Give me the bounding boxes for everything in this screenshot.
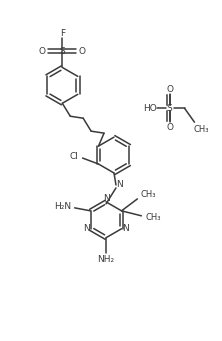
Text: Cl: Cl [69,151,78,161]
Text: S: S [59,47,65,56]
Text: N: N [122,224,129,233]
Text: N: N [117,180,123,190]
Text: N: N [83,224,90,233]
Text: O: O [39,47,46,56]
Text: NH₂: NH₂ [97,255,115,264]
Text: HO: HO [143,104,157,113]
Text: F: F [60,29,65,38]
Text: H₂N: H₂N [54,202,71,211]
Text: CH₃: CH₃ [146,213,161,222]
Text: CH₃: CH₃ [141,190,156,199]
Text: O: O [166,123,173,132]
Text: CH₃: CH₃ [194,125,209,134]
Text: N: N [103,194,109,203]
Text: S: S [167,104,172,113]
Text: O: O [166,85,173,94]
Text: O: O [79,47,86,56]
